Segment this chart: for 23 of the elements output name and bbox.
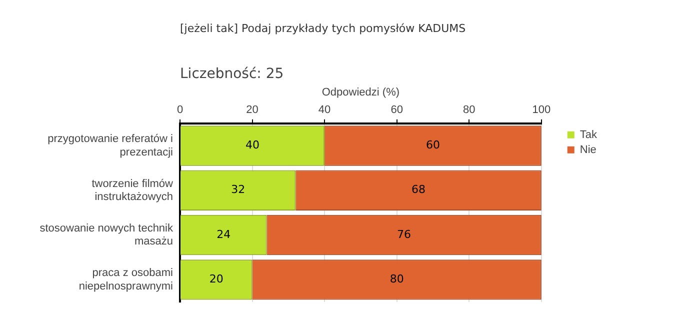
y-tick-label: praca z osobami niepelnosprawnymi — [78, 267, 173, 292]
data-label: 20 — [209, 272, 224, 286]
data-label: 40 — [246, 138, 260, 152]
legend-label: Tak — [580, 128, 598, 141]
data-label: 60 — [426, 138, 440, 152]
x-tick-label: 0 — [176, 104, 184, 116]
y-tick-label: przygotowanie referatów i prezentacji — [48, 133, 173, 158]
y-tick-label: stosowanie nowych technik masażu — [40, 222, 174, 248]
data-label: 80 — [390, 272, 404, 286]
x-tick-label: 80 — [462, 104, 476, 116]
x-tick-label: 100 — [532, 104, 551, 116]
data-label: 24 — [216, 228, 231, 241]
data-label: 68 — [412, 183, 426, 196]
x-tick-label: 40 — [318, 104, 331, 116]
x-tick-label: 60 — [390, 104, 403, 116]
x-tick-label: 20 — [246, 104, 258, 116]
chart-subtitle: Liczebność: 25 — [180, 66, 284, 82]
data-label: 76 — [397, 228, 412, 241]
legend-label: Nie — [580, 144, 596, 156]
chart-title: [jeżeli tak] Podaj przykłady tych pomysłów KADUMS — [180, 22, 466, 35]
data-label: 32 — [231, 183, 246, 196]
y-tick-label: tworzenie filmów instruktażowych — [92, 178, 174, 204]
x-axis-title: Odpowiedzi (%) — [322, 86, 400, 99]
